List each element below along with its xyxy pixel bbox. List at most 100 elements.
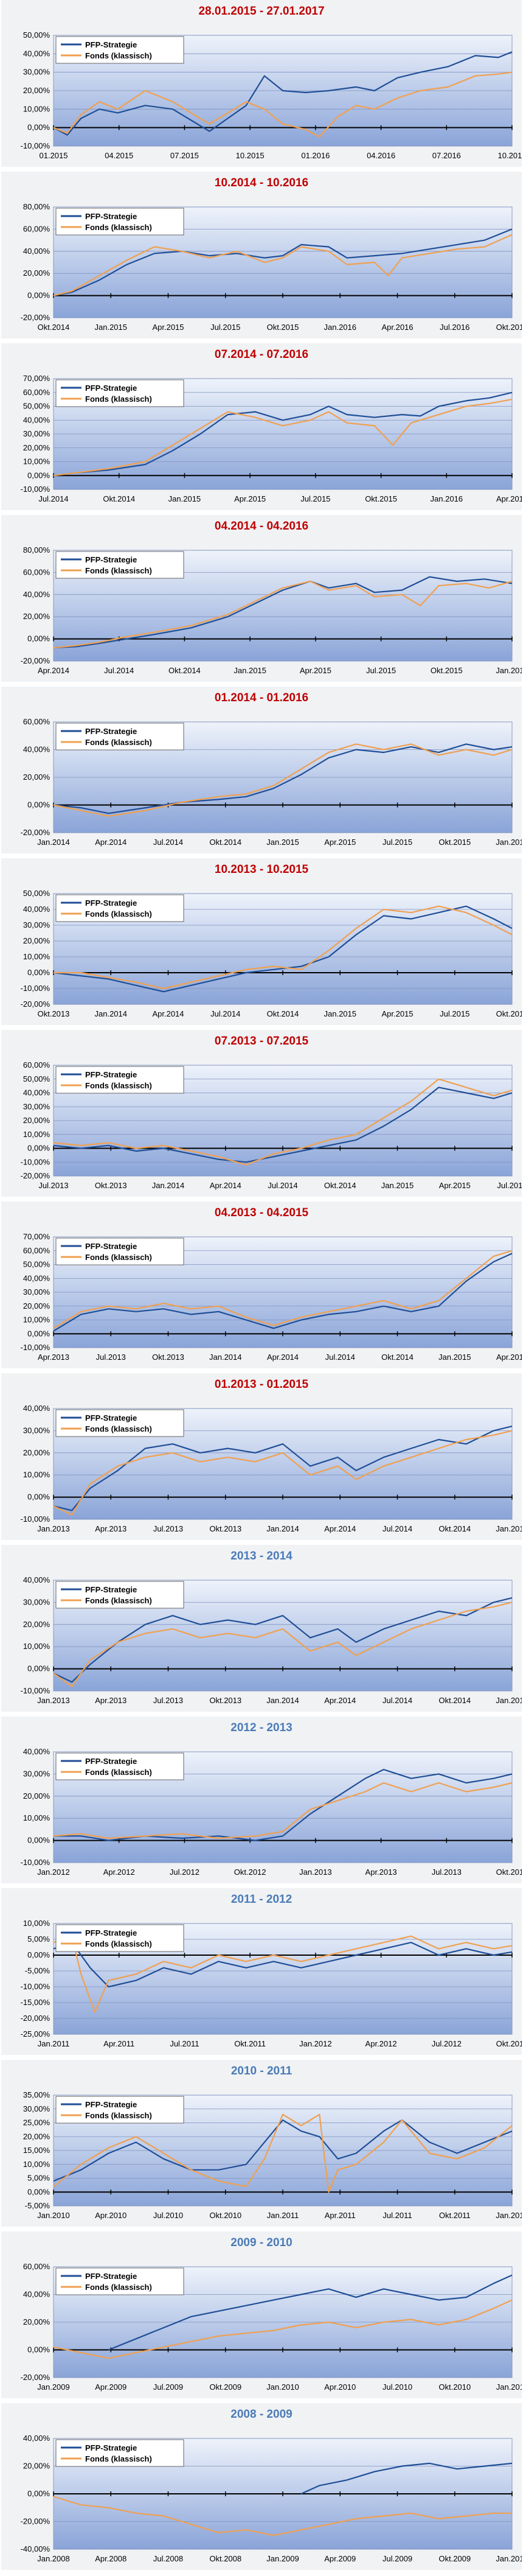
x-tick-label: Jul.2014 xyxy=(383,1524,412,1533)
y-tick-label: 40,00% xyxy=(23,49,50,58)
chart-title: 01.2014 - 01.2016 xyxy=(214,691,309,704)
legend-label: PFP-Strategie xyxy=(85,40,137,49)
series-line-pfp-strategie xyxy=(53,1426,513,1511)
series-line-pfp-strategie xyxy=(53,51,513,136)
x-tick-label: Jul.2011 xyxy=(170,2039,199,2048)
x-tick-label: Jul.2010 xyxy=(153,2211,183,2220)
y-tick-label: 20,00% xyxy=(23,612,50,621)
x-tick-label: Apr.2009 xyxy=(324,2554,356,2563)
x-tick-label: Jan.2013 xyxy=(37,1524,70,1533)
series-line-pfp-strategie xyxy=(300,2462,513,2495)
x-tick-label: 07.2016 xyxy=(432,151,461,160)
legend-label: Fonds (klassisch) xyxy=(85,1768,152,1777)
x-tick-label: Apr.2016 xyxy=(381,323,413,332)
chart-svg: 60,00% 40,00% 20,00% 0,00% -20,00%Jan.2014 Ap… xyxy=(21,717,522,847)
y-tick-label: 5,00% xyxy=(27,2174,50,2183)
y-tick-label: -25,00% xyxy=(21,2029,50,2039)
y-tick-label: -10,00% xyxy=(21,1343,50,1352)
x-tick-label: Jan.2011 xyxy=(38,2039,70,2048)
chart-panel: 28.01.2015 - 27.01.2017 50,00% 40,00% 30,00… xyxy=(1,0,522,167)
chart-title: 04.2013 - 04.2015 xyxy=(214,1206,309,1219)
x-tick-label: Apr.2008 xyxy=(95,2554,126,2563)
y-tick-label: 70,00% xyxy=(23,1232,50,1241)
x-tick-label: Okt.2009 xyxy=(438,2554,471,2563)
x-tick-label: Jul.2014 xyxy=(210,1009,240,1018)
legend-label: PFP-Strategie xyxy=(85,1413,137,1423)
x-tick-label: Apr.2010 xyxy=(95,2211,126,2220)
y-tick-label: 10,00% xyxy=(23,1642,50,1651)
x-tick-label: Jul.2008 xyxy=(153,2554,183,2563)
x-tick-label: Apr.2014 xyxy=(267,1353,299,1362)
y-tick-label: 40,00% xyxy=(23,745,50,754)
y-tick-label: 0,00% xyxy=(27,634,50,643)
y-tick-label: 20,00% xyxy=(23,2317,50,2326)
x-tick-label: Apr.2014 xyxy=(324,1696,356,1705)
chart-title: 10.2014 - 10.2016 xyxy=(214,177,309,189)
series-line-pfp-strategie xyxy=(54,1769,513,1841)
x-tick-label: Jan.2014 xyxy=(152,1181,185,1190)
y-tick-label: 60,00% xyxy=(23,388,50,397)
x-tick-label: Jan.2014 xyxy=(266,1696,299,1705)
series-line-fonds-klassisch xyxy=(53,71,513,138)
y-tick-label: 30,00% xyxy=(23,68,50,77)
series-line-fonds-klassisch xyxy=(54,905,513,990)
chart-panel: 10.2013 - 10.2015 50,00% 40,00% 30,00% 20,00… xyxy=(1,858,522,1025)
y-tick-label: 60,00% xyxy=(23,717,50,726)
legend-box xyxy=(55,2439,184,2467)
x-tick-label: Okt.2014 xyxy=(168,666,201,675)
series-line-fonds-klassisch xyxy=(53,2496,512,2536)
legend-label: Fonds (klassisch) xyxy=(85,2283,152,2292)
legend-label: Fonds (klassisch) xyxy=(85,1424,152,1433)
x-tick-label: Apr.2012 xyxy=(103,1867,135,1877)
x-tick-label: Apr.2014 xyxy=(152,1009,184,1018)
y-tick-label: 5,00% xyxy=(27,1934,50,1944)
y-tick-label: 20,00% xyxy=(23,1448,50,1457)
y-tick-label: -5,00% xyxy=(25,1966,50,1975)
y-tick-label: 40,00% xyxy=(23,1575,50,1584)
chart-title: 07.2013 - 07.2015 xyxy=(214,1035,309,1048)
x-tick-label: Okt.2014 xyxy=(438,1524,471,1533)
x-tick-label: Jan.2016 xyxy=(496,666,522,675)
series-line-fonds-klassisch xyxy=(53,399,513,477)
y-tick-label: 30,00% xyxy=(23,1769,50,1778)
series-line-fonds-klassisch xyxy=(53,580,513,649)
y-tick-label: 10,00% xyxy=(23,457,50,466)
legend-label: Fonds (klassisch) xyxy=(85,223,152,232)
series-line-fonds-klassisch xyxy=(53,743,513,817)
chart-panel: 2010 - 2011 35,00% 30,00% 25,00% 20,00% 15,00… xyxy=(1,2060,522,2227)
chart-panel: 01.2014 - 01.2016 60,00% 40,00% 20,00% 0,00%… xyxy=(1,687,522,853)
y-tick-label: 20,00% xyxy=(23,86,50,95)
x-tick-label: Apr.2011 xyxy=(103,2039,134,2048)
y-tick-label: -40,00% xyxy=(21,2544,50,2553)
series-line-fonds-klassisch xyxy=(53,1601,513,1687)
legend-label: Fonds (klassisch) xyxy=(85,1939,152,1948)
chart-svg: 40,00% 20,00% 0,00% -20,00% -40,00%Jan.2008 A… xyxy=(21,2434,522,2563)
x-tick-label: 10.2015 xyxy=(236,151,265,160)
y-tick-label: 0,00% xyxy=(27,1144,50,1153)
x-tick-label: Jan.2015 xyxy=(324,1009,357,1018)
y-tick-label: 25,00% xyxy=(23,2118,50,2127)
x-tick-label: Jan.2013 xyxy=(299,1867,332,1877)
y-tick-label: 20,00% xyxy=(23,1620,50,1629)
y-tick-label: 0,00% xyxy=(27,123,50,132)
x-tick-label: Jan.2015 xyxy=(95,323,128,332)
y-tick-label: 60,00% xyxy=(23,567,50,576)
x-tick-label: Okt.2013 xyxy=(38,1009,70,1018)
chart-svg: 70,00% 60,00% 50,00% 40,00% 30,00% 20,00% 10,0… xyxy=(21,374,522,503)
y-tick-label: 30,00% xyxy=(23,2104,50,2113)
x-tick-label: Jan.2015 xyxy=(496,1524,522,1533)
y-tick-label: -10,00% xyxy=(21,1514,50,1524)
y-tick-label: -10,00% xyxy=(21,1982,50,1991)
y-tick-label: 30,00% xyxy=(23,429,50,438)
x-tick-label: Apr.2016 xyxy=(496,494,522,503)
x-tick-label: Jan.2009 xyxy=(266,2554,299,2563)
y-tick-label: 0,00% xyxy=(27,291,50,300)
x-tick-label: Okt.2011 xyxy=(234,2039,266,2048)
chart-svg: 50,00% 40,00% 30,00% 20,00% 10,00% 0,00% -10,0… xyxy=(21,889,522,1018)
y-tick-label: 0,00% xyxy=(27,2345,50,2354)
